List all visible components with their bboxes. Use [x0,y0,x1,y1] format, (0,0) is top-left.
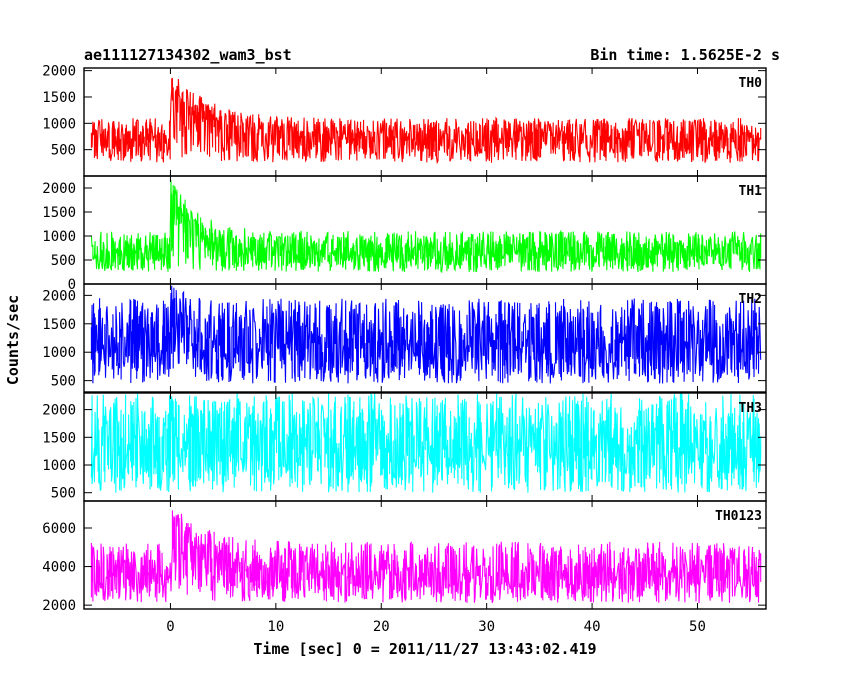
panel-label-th0123: TH0123 [715,509,762,524]
series-th2-line [90,285,762,384]
y-tick-label: 2000 [42,181,76,197]
source-id-title: ae111127134302_wam3_bst [84,46,292,64]
panel-frame [83,500,767,610]
y-tick-label: 1000 [42,116,76,132]
y-tick-label: 500 [51,253,76,269]
y-tick-label: 2000 [42,64,76,80]
x-tick-label: 40 [584,619,601,635]
y-tick-label: 4000 [42,560,76,576]
y-tick-label: 2000 [42,403,76,419]
x-tick-label: 0 [166,619,174,635]
y-tick-label: 1500 [42,205,76,221]
panel-label-th3: TH3 [739,401,762,416]
x-tick-label: 30 [478,619,495,635]
y-tick-label: 1500 [42,317,76,333]
y-tick-label: 2000 [42,598,76,614]
x-axis: 0 10 20 30 40 50 [166,619,706,635]
panel-th0: 500 1000 1500 2000 TH0 [42,64,767,177]
y-tick-label: 1000 [42,458,76,474]
panel-th2: 500 1000 1500 2000 TH2 [42,283,767,393]
y-tick-label: 1000 [42,345,76,361]
panel-label-th2: TH2 [739,292,762,307]
y-tick-label: 500 [51,143,76,159]
series-th3-line [90,393,762,493]
y-tick-label: 1500 [42,90,76,106]
y-tick-label: 6000 [42,521,76,537]
y-tick-label: 0 [68,277,76,293]
y-tick-label: 1000 [42,229,76,245]
x-axis-label: Time [sec] 0 = 2011/11/27 13:43:02.419 [253,640,596,658]
y-tick-label: 500 [51,374,76,390]
x-tick-label: 10 [267,619,284,635]
x-tick-label: 50 [689,619,706,635]
panel-th3: 500 1000 1500 2000 TH3 [42,392,767,502]
y-tick-label: 1500 [42,430,76,446]
bin-time-label: Bin time: 1.5625E-2 s [590,46,780,64]
panels-group: 500 1000 1500 2000 TH0 0 500 1000 1500 2000 TH1 500… [42,64,767,614]
y-tick-label: 500 [51,486,76,502]
series-th1-line [90,180,762,274]
series-th0-line [90,77,762,165]
panel-th1: 0 500 1000 1500 2000 TH1 [42,175,767,293]
x-tick-label: 20 [373,619,390,635]
y-axis-label: Counts/sec [4,295,22,385]
panel-label-th0: TH0 [739,76,763,91]
series-th0123-line [90,510,762,604]
panel-th0123: 2000 4000 6000 TH0123 [42,500,767,614]
y-tick-label: 2000 [42,288,76,304]
panel-frame [83,283,767,393]
panel-label-th1: TH1 [739,184,763,199]
